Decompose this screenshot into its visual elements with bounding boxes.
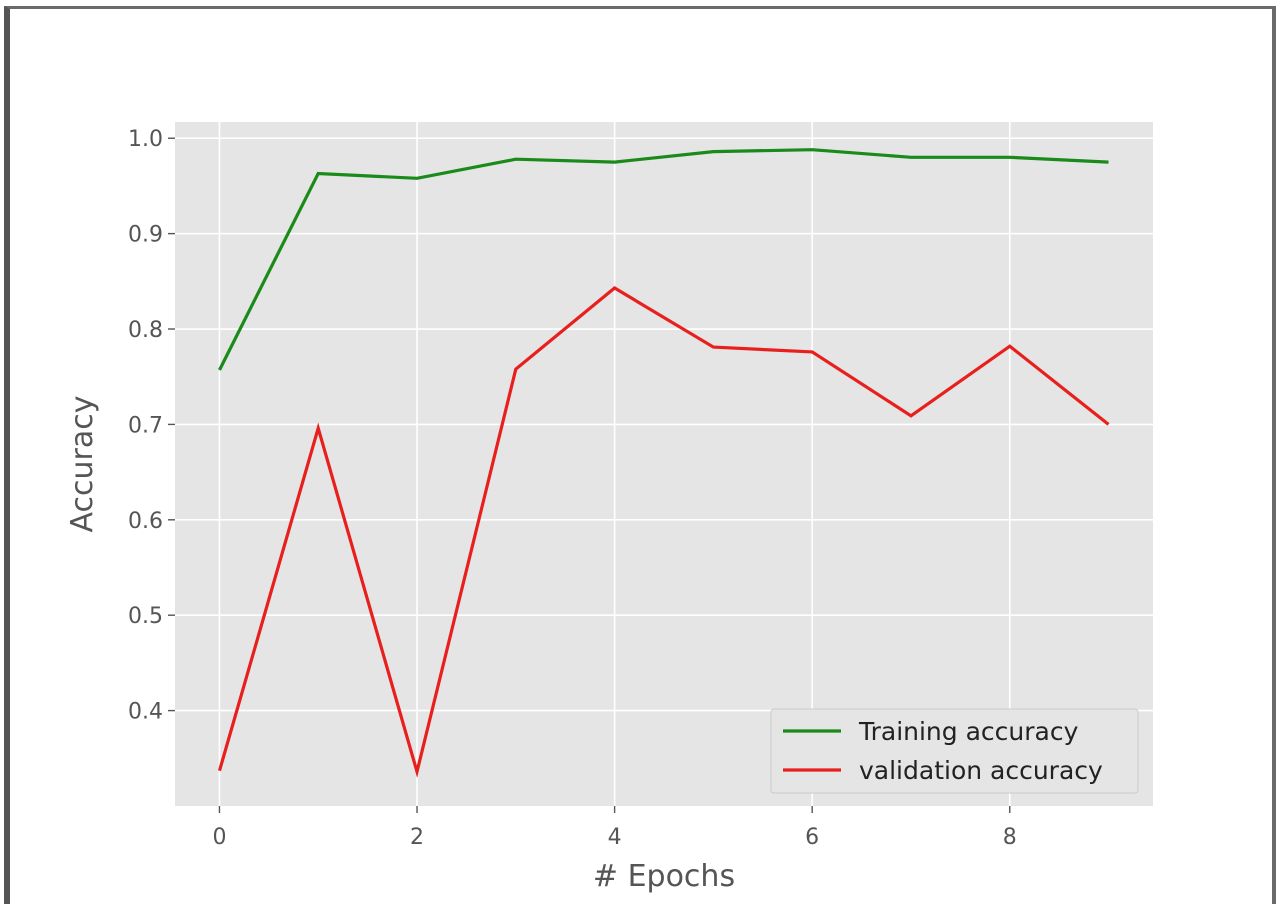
legend: Training accuracy validation accuracy xyxy=(770,708,1139,794)
legend-box xyxy=(770,708,1139,794)
validation-accuracy-line xyxy=(217,286,1110,778)
x-tick-label: 0 xyxy=(212,825,226,850)
x-axis-label: # Epochs xyxy=(593,859,735,894)
training-accuracy-line xyxy=(218,148,1109,371)
x-tick-label: 4 xyxy=(608,825,622,850)
y-tick-label: 1.0 xyxy=(128,127,163,152)
y-tick-label: 0.7 xyxy=(128,413,163,438)
x-tick-label: 8 xyxy=(1003,825,1017,850)
series-lines xyxy=(217,148,1110,778)
legend-validation-label: validation accuracy xyxy=(859,756,1103,785)
y-tick-label: 0.5 xyxy=(128,604,163,629)
y-tick-label: 0.8 xyxy=(128,318,163,343)
grid-lines xyxy=(175,122,1153,806)
y-axis-label: Accuracy xyxy=(65,396,100,533)
y-tick-label: 0.9 xyxy=(128,223,163,248)
y-axis-ticks: 0.4 0.5 0.6 0.7 0.8 0.9 1.0 xyxy=(128,127,175,725)
y-tick-label: 0.6 xyxy=(128,509,163,534)
legend-training-label: Training accuracy xyxy=(858,717,1079,746)
y-tick-label: 0.4 xyxy=(128,700,163,725)
x-tick-label: 2 xyxy=(410,825,424,850)
x-axis-ticks: 0 2 4 6 8 xyxy=(212,806,1017,850)
x-tick-label: 6 xyxy=(805,825,819,850)
plot-area xyxy=(175,122,1153,806)
